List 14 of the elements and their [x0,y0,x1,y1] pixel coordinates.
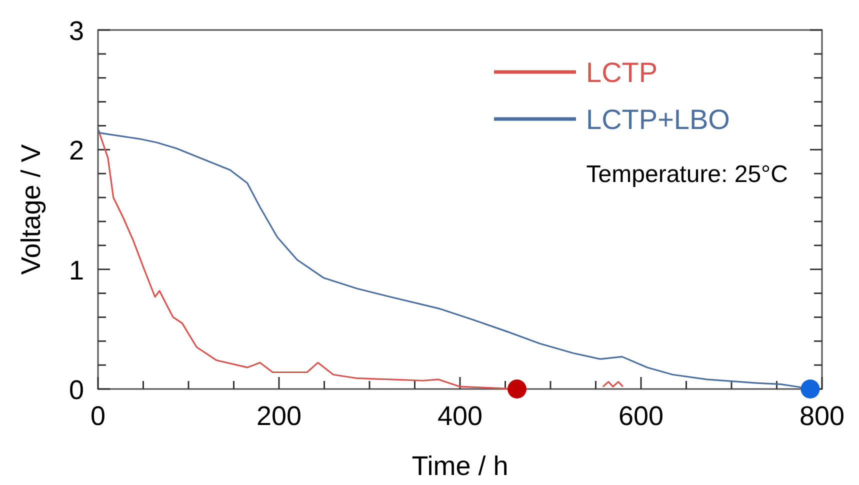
x-tick-label: 0 [90,401,106,431]
x-tick-label: 200 [256,401,302,431]
x-axis-title: Time / h [412,451,508,481]
y-tick-label: 0 [68,375,84,405]
annotation: Temperature: 25°C [586,161,788,188]
y-axis-title: Voltage / V [16,144,46,275]
x-tick-label: 400 [437,401,483,431]
legend-label: LCTP+LBO [586,104,730,135]
legend-label: LCTP [586,57,658,88]
x-tick-label: 600 [618,401,664,431]
x-tick-label: 800 [799,401,845,431]
y-tick-label: 3 [68,16,84,46]
y-tick-label: 2 [68,136,84,166]
y-tick-label: 1 [68,255,84,286]
